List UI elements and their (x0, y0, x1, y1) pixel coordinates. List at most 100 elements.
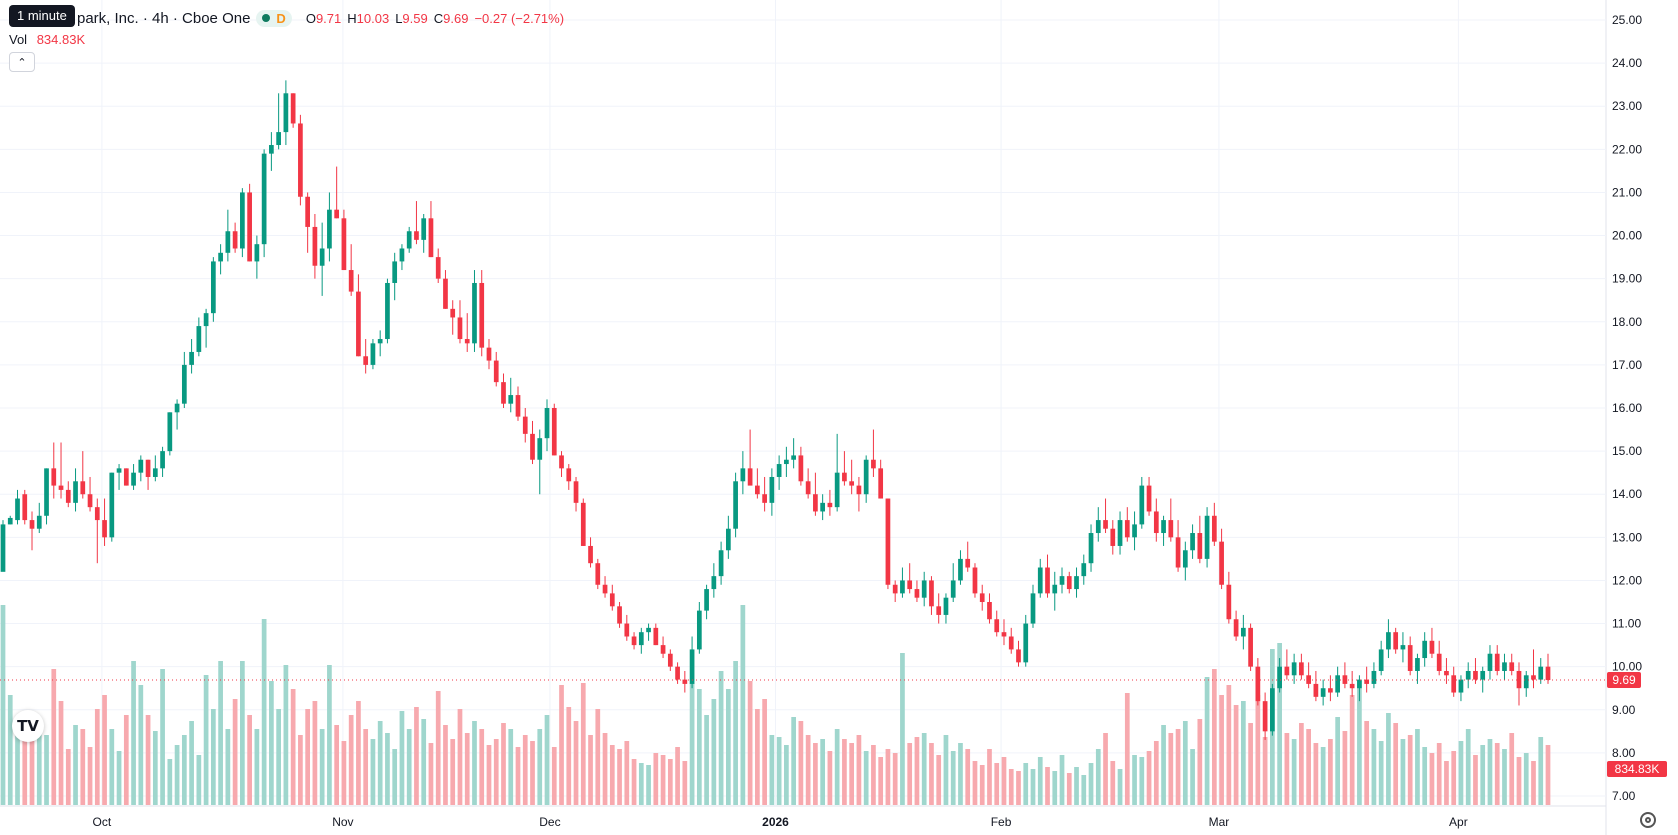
candle (65, 481, 71, 508)
volume-bar (1502, 749, 1507, 805)
volume-bar (247, 715, 252, 805)
candle-body (1458, 679, 1464, 693)
candle (1226, 571, 1232, 624)
candle-body (1509, 662, 1515, 671)
price-tick-label: 16.00 (1612, 401, 1642, 415)
candle (588, 537, 593, 568)
volume-bar (1233, 705, 1239, 805)
volume-bar (1124, 693, 1130, 805)
volume-bar (1153, 741, 1159, 805)
ohlc-item: H10.03 (347, 11, 389, 26)
market-status-pill[interactable]: D (256, 9, 292, 27)
volume-bar (1545, 745, 1551, 805)
candle-body (1045, 567, 1050, 594)
candle (1436, 640, 1442, 676)
time-tick-label: Feb (991, 815, 1012, 829)
volume-bar (1320, 747, 1326, 805)
candle-body (472, 282, 477, 344)
price-axis[interactable]: 25.00 24.00 23.00 22.00 21.00 20.00 19.00 18.00… (1612, 13, 1642, 803)
candle-body (979, 593, 985, 602)
time-tick-label: 2026 (762, 815, 789, 829)
volume-bar (733, 661, 738, 805)
candle-body (479, 282, 485, 348)
volume-bar (225, 729, 231, 805)
candle-body (414, 231, 419, 240)
candle (1016, 640, 1021, 667)
candle (559, 451, 564, 477)
volume-bar (65, 749, 71, 805)
gear-icon[interactable] (1640, 812, 1656, 828)
candle (965, 541, 971, 572)
volume-bar (1219, 695, 1224, 805)
candle (15, 489, 20, 525)
candle-body (210, 261, 216, 314)
candle-body (305, 196, 311, 227)
candle (675, 662, 680, 684)
volume-bar (965, 749, 971, 805)
candle-body (1161, 520, 1166, 534)
candle-body (138, 459, 144, 473)
candle-body (1451, 675, 1457, 693)
candle-body (1262, 701, 1268, 732)
candle (363, 339, 369, 374)
candle (769, 468, 775, 516)
candle-body (7, 517, 13, 525)
collapse-legend-button[interactable]: ⌃ (9, 52, 35, 72)
volume-bar (849, 743, 855, 805)
ohlc-item: C9.69 (434, 11, 469, 26)
candle (283, 80, 289, 146)
volume-legend: Vol 834.83K (9, 32, 85, 47)
candle (1030, 584, 1036, 628)
candle-body (1335, 675, 1341, 693)
candle-body (160, 451, 165, 469)
volume-bar (609, 745, 615, 805)
volume-bar (914, 737, 920, 805)
candle-body (1538, 666, 1544, 680)
volume-bar (856, 735, 862, 805)
candle (1473, 658, 1478, 684)
volume-bar (1132, 755, 1137, 805)
candle (58, 442, 64, 499)
candle (1110, 520, 1116, 555)
candle (160, 446, 165, 477)
volume-bar (747, 681, 753, 805)
candle-body (769, 476, 775, 503)
symbol-title[interactable]: park, Inc. · 4h · Cboe One (77, 9, 251, 27)
candle (747, 429, 753, 486)
candle (638, 627, 644, 654)
candle (842, 451, 847, 486)
volume-bar (1146, 751, 1152, 805)
candle-body (646, 627, 651, 633)
ohlc-key: L (395, 10, 403, 26)
candle-body (1168, 520, 1174, 538)
candle (174, 399, 180, 430)
volume-bar (1066, 773, 1072, 805)
candle (950, 563, 956, 602)
volume-bar (283, 665, 289, 805)
volume-bar (501, 723, 506, 805)
candle (617, 602, 622, 628)
candle (718, 541, 724, 585)
tradingview-logo[interactable]: TV (12, 710, 44, 742)
price-tick-label: 22.00 (1612, 142, 1642, 156)
candle (421, 214, 427, 253)
volume-bar (588, 735, 593, 805)
price-tick-label: 10.00 (1612, 660, 1642, 674)
volume-bar (972, 761, 978, 805)
candle (1494, 645, 1500, 676)
candle-body (1378, 649, 1384, 671)
volume-bar (617, 749, 622, 805)
volume-bar (7, 695, 13, 805)
volume-bar (80, 729, 86, 805)
volume-bar (15, 721, 20, 805)
candle-body (755, 485, 760, 495)
candle (203, 308, 209, 348)
volume-bar (1081, 775, 1087, 805)
volume-bar (341, 741, 347, 805)
volume-bar (377, 721, 383, 805)
candle-body (871, 459, 876, 469)
time-axis[interactable]: Oct Nov Dec 2026 Feb Mar Apr (93, 815, 1468, 829)
volume-bar (1008, 769, 1014, 805)
candle (435, 248, 441, 283)
